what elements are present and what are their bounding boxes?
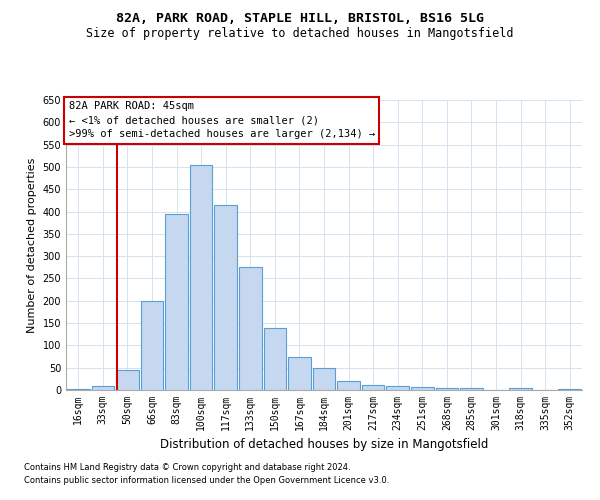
Bar xyxy=(190,164,212,390)
Bar xyxy=(460,388,483,390)
Text: Contains public sector information licensed under the Open Government Licence v3: Contains public sector information licen… xyxy=(24,476,389,485)
Text: 82A, PARK ROAD, STAPLE HILL, BRISTOL, BS16 5LG: 82A, PARK ROAD, STAPLE HILL, BRISTOL, BS… xyxy=(116,12,484,26)
Bar xyxy=(509,388,532,390)
Bar xyxy=(386,386,409,390)
Bar xyxy=(92,386,114,390)
Bar xyxy=(214,205,237,390)
Y-axis label: Number of detached properties: Number of detached properties xyxy=(27,158,37,332)
Bar xyxy=(288,356,311,390)
Text: Size of property relative to detached houses in Mangotsfield: Size of property relative to detached ho… xyxy=(86,28,514,40)
Text: 82A PARK ROAD: 45sqm
← <1% of detached houses are smaller (2)
>99% of semi-detac: 82A PARK ROAD: 45sqm ← <1% of detached h… xyxy=(68,102,375,140)
Text: Contains HM Land Registry data © Crown copyright and database right 2024.: Contains HM Land Registry data © Crown c… xyxy=(24,464,350,472)
Bar xyxy=(116,370,139,390)
Bar xyxy=(436,388,458,390)
X-axis label: Distribution of detached houses by size in Mangotsfield: Distribution of detached houses by size … xyxy=(160,438,488,452)
Bar xyxy=(559,389,581,390)
Bar xyxy=(165,214,188,390)
Bar xyxy=(239,268,262,390)
Bar xyxy=(362,384,385,390)
Bar xyxy=(67,389,89,390)
Bar xyxy=(140,301,163,390)
Bar xyxy=(411,388,434,390)
Bar xyxy=(263,328,286,390)
Bar xyxy=(337,381,360,390)
Bar xyxy=(313,368,335,390)
